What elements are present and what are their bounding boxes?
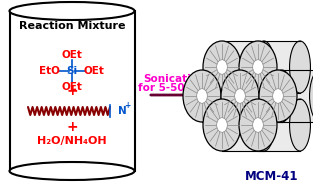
Ellipse shape [233, 70, 254, 122]
Ellipse shape [273, 89, 283, 103]
Text: N: N [118, 106, 127, 116]
Ellipse shape [253, 118, 263, 132]
Ellipse shape [239, 41, 277, 93]
Ellipse shape [254, 41, 275, 93]
Ellipse shape [183, 70, 221, 122]
Polygon shape [222, 99, 264, 151]
Text: +: + [66, 120, 78, 134]
Polygon shape [258, 41, 300, 93]
Polygon shape [202, 70, 244, 122]
Ellipse shape [239, 99, 277, 151]
Ellipse shape [203, 99, 241, 151]
Ellipse shape [197, 89, 207, 103]
Text: OEt: OEt [62, 50, 82, 60]
Ellipse shape [203, 41, 241, 93]
Polygon shape [258, 99, 300, 151]
Text: OEt: OEt [84, 66, 105, 76]
Ellipse shape [217, 118, 227, 132]
Polygon shape [9, 11, 135, 171]
Ellipse shape [310, 70, 313, 122]
Polygon shape [278, 70, 313, 122]
Ellipse shape [235, 89, 245, 103]
Text: H₂O/NH₄OH: H₂O/NH₄OH [37, 136, 107, 146]
Polygon shape [222, 41, 264, 93]
Text: +: + [124, 101, 130, 111]
Ellipse shape [259, 70, 297, 122]
Text: Si: Si [66, 66, 78, 76]
Ellipse shape [9, 2, 135, 20]
Polygon shape [240, 70, 282, 122]
Ellipse shape [290, 99, 310, 151]
Text: Reaction Mixture: Reaction Mixture [19, 21, 125, 31]
Text: Sonication: Sonication [143, 74, 205, 84]
Ellipse shape [290, 41, 310, 93]
Text: EtO: EtO [39, 66, 60, 76]
Text: MCM-41: MCM-41 [245, 170, 299, 183]
Text: OEt: OEt [62, 82, 82, 92]
Text: for 5-50 min: for 5-50 min [138, 83, 210, 93]
Ellipse shape [272, 70, 292, 122]
Ellipse shape [217, 60, 227, 74]
Ellipse shape [221, 70, 259, 122]
Ellipse shape [254, 99, 275, 151]
Ellipse shape [9, 162, 135, 180]
Ellipse shape [253, 60, 263, 74]
Text: +: + [66, 84, 78, 98]
